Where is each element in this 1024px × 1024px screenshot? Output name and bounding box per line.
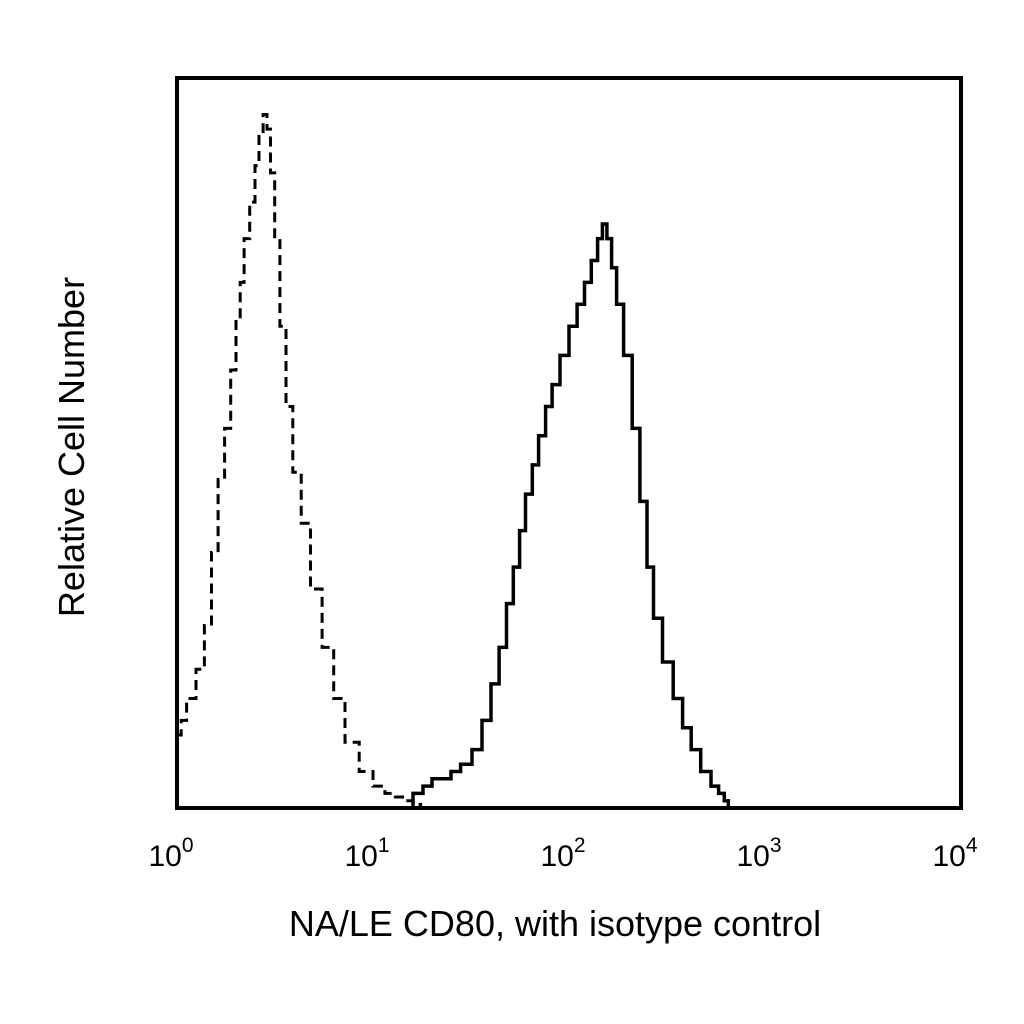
isotype-control-histogram — [177, 113, 423, 808]
x-tick-label: 103 — [736, 834, 781, 873]
x-tick-label: 104 — [932, 834, 977, 873]
x-tick-label: 102 — [540, 834, 585, 873]
x-tick-labels: 100 101 102 103 104 — [148, 834, 977, 873]
x-tick-label: 101 — [344, 834, 389, 873]
x-tick-label: 100 — [148, 834, 193, 873]
y-axis-title: Relative Cell Number — [51, 277, 92, 617]
plot-frame — [175, 76, 963, 810]
cd80-histogram — [401, 222, 731, 810]
x-axis-title: NA/LE CD80, with isotype control — [289, 903, 821, 944]
series-layer — [177, 113, 731, 810]
